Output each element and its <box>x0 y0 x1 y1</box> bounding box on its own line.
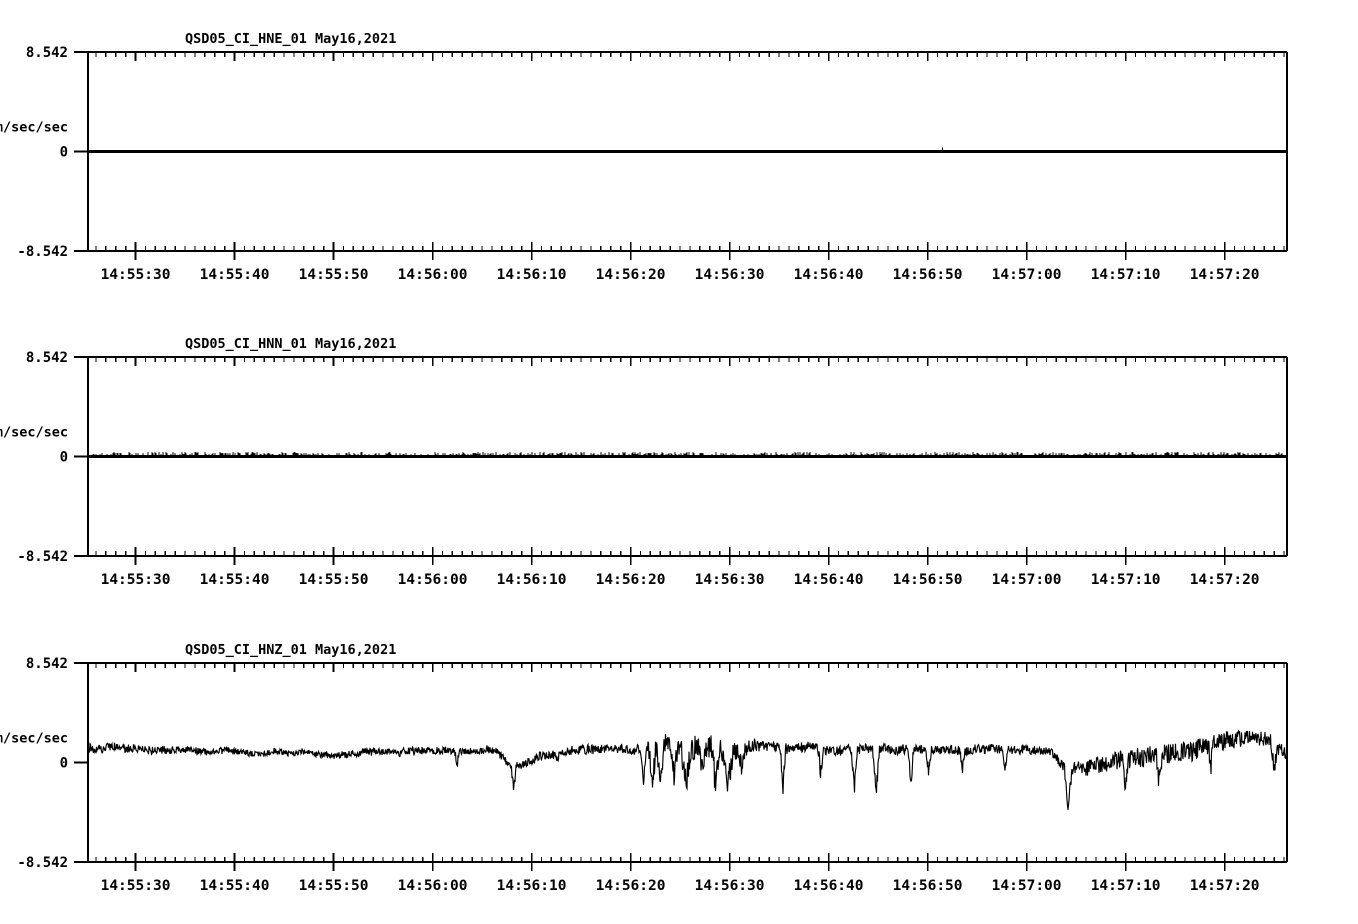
x-tick-label: 14:56:50 <box>893 267 963 283</box>
x-tick-label: 14:56:30 <box>695 267 765 283</box>
y-tick-group-hnz <box>74 662 88 863</box>
trace-hne <box>88 147 1287 153</box>
y-tick-label: 0 <box>60 145 68 161</box>
x-tick-label: 14:57:20 <box>1190 878 1260 894</box>
x-tick-label: 14:55:30 <box>101 267 171 283</box>
x-tick-label: 14:55:50 <box>299 878 369 894</box>
y-tick-group-hnn <box>74 356 88 557</box>
x-tick-label: 14:56:00 <box>398 572 468 588</box>
panel-title-hnz: QSD05_CI_HNZ_01 May16,2021 <box>185 642 396 658</box>
x-tick-label: 14:56:40 <box>794 878 864 894</box>
panel-canvas-hnz: QSD05_CI_HNZ_01 May16,2021 14:55:30 14:55:… <box>0 642 1288 894</box>
x-tick-label: 14:55:30 <box>101 572 171 588</box>
trace-hnn <box>87 452 1287 458</box>
x-tick-label: 14:56:20 <box>596 572 666 588</box>
y-tick-label: 8.542 <box>26 45 68 61</box>
y-axis-unit-label: cm/sec/sec <box>0 425 68 441</box>
x-tick-label: 14:56:00 <box>398 267 468 283</box>
y-tick-label: 8.542 <box>26 350 68 366</box>
x-tick-label: 14:56:10 <box>497 572 567 588</box>
y-tick-label: 8.542 <box>26 656 68 672</box>
x-tick-label: 14:56:30 <box>695 572 765 588</box>
x-tick-label: 14:55:40 <box>200 572 270 588</box>
trace-noise-ticks <box>87 452 1283 456</box>
x-tick-label: 14:56:50 <box>893 878 963 894</box>
panel-title-hne: QSD05_CI_HNE_01 May16,2021 <box>185 31 396 47</box>
plot-frame-hnz <box>87 662 1288 863</box>
x-tick-group-hne <box>95 52 1285 260</box>
x-tick-label: 14:56:00 <box>398 878 468 894</box>
x-tick-label: 14:57:10 <box>1091 267 1161 283</box>
x-tick-label: 14:55:40 <box>200 878 270 894</box>
x-tick-label: 14:55:30 <box>101 878 171 894</box>
x-tick-label: 14:56:30 <box>695 878 765 894</box>
x-tick-label: 14:56:10 <box>497 878 567 894</box>
trace-hnz <box>87 729 1288 810</box>
x-tick-label: 14:57:20 <box>1190 572 1260 588</box>
x-tick-label: 14:57:20 <box>1190 267 1260 283</box>
seismogram-panel-hne: QSD05_CI_HNE_01 May16,2021 14:55:30 14:55:… <box>0 0 1358 305</box>
x-tick-label: 14:55:50 <box>299 267 369 283</box>
x-tick-label: 14:56:50 <box>893 572 963 588</box>
x-tick-label: 14:57:10 <box>1091 572 1161 588</box>
x-tick-label: 14:55:50 <box>299 572 369 588</box>
y-tick-group-hne <box>74 51 88 252</box>
x-tick-label: 14:57:00 <box>992 878 1062 894</box>
trace-line-hnz <box>87 729 1288 810</box>
x-tick-label: 14:56:20 <box>596 267 666 283</box>
seismogram-panel-hnz: QSD05_CI_HNZ_01 May16,2021 14:55:30 14:55:… <box>0 611 1358 916</box>
panel-canvas-hne: QSD05_CI_HNE_01 May16,2021 14:55:30 14:55:… <box>0 31 1288 283</box>
x-tick-label: 14:56:10 <box>497 267 567 283</box>
x-tick-label: 14:57:00 <box>992 572 1062 588</box>
seismogram-panel-hnn: QSD05_CI_HNN_01 May16,2021 14:55:30 14:55:… <box>0 305 1358 610</box>
x-tick-label: 14:55:40 <box>200 267 270 283</box>
panel-canvas-hnn: QSD05_CI_HNN_01 May16,2021 14:55:30 14:55:… <box>0 336 1288 588</box>
x-tick-label: 14:57:00 <box>992 267 1062 283</box>
y-axis-unit-label: cm/sec/sec <box>0 731 68 747</box>
x-tick-group-hnz <box>95 663 1285 871</box>
x-tick-label: 14:56:40 <box>794 267 864 283</box>
x-tick-label: 14:56:20 <box>596 878 666 894</box>
panel-title-hnn: QSD05_CI_HNN_01 May16,2021 <box>185 336 396 352</box>
y-tick-label: 0 <box>60 756 68 772</box>
y-tick-label: -8.542 <box>17 244 68 260</box>
y-tick-label: -8.542 <box>17 855 68 871</box>
x-tick-group-hnn <box>95 357 1285 565</box>
y-axis-unit-label: cm/sec/sec <box>0 120 68 136</box>
x-tick-label: 14:57:10 <box>1091 878 1161 894</box>
y-tick-label: 0 <box>60 450 68 466</box>
x-tick-label: 14:56:40 <box>794 572 864 588</box>
y-tick-label: -8.542 <box>17 549 68 565</box>
